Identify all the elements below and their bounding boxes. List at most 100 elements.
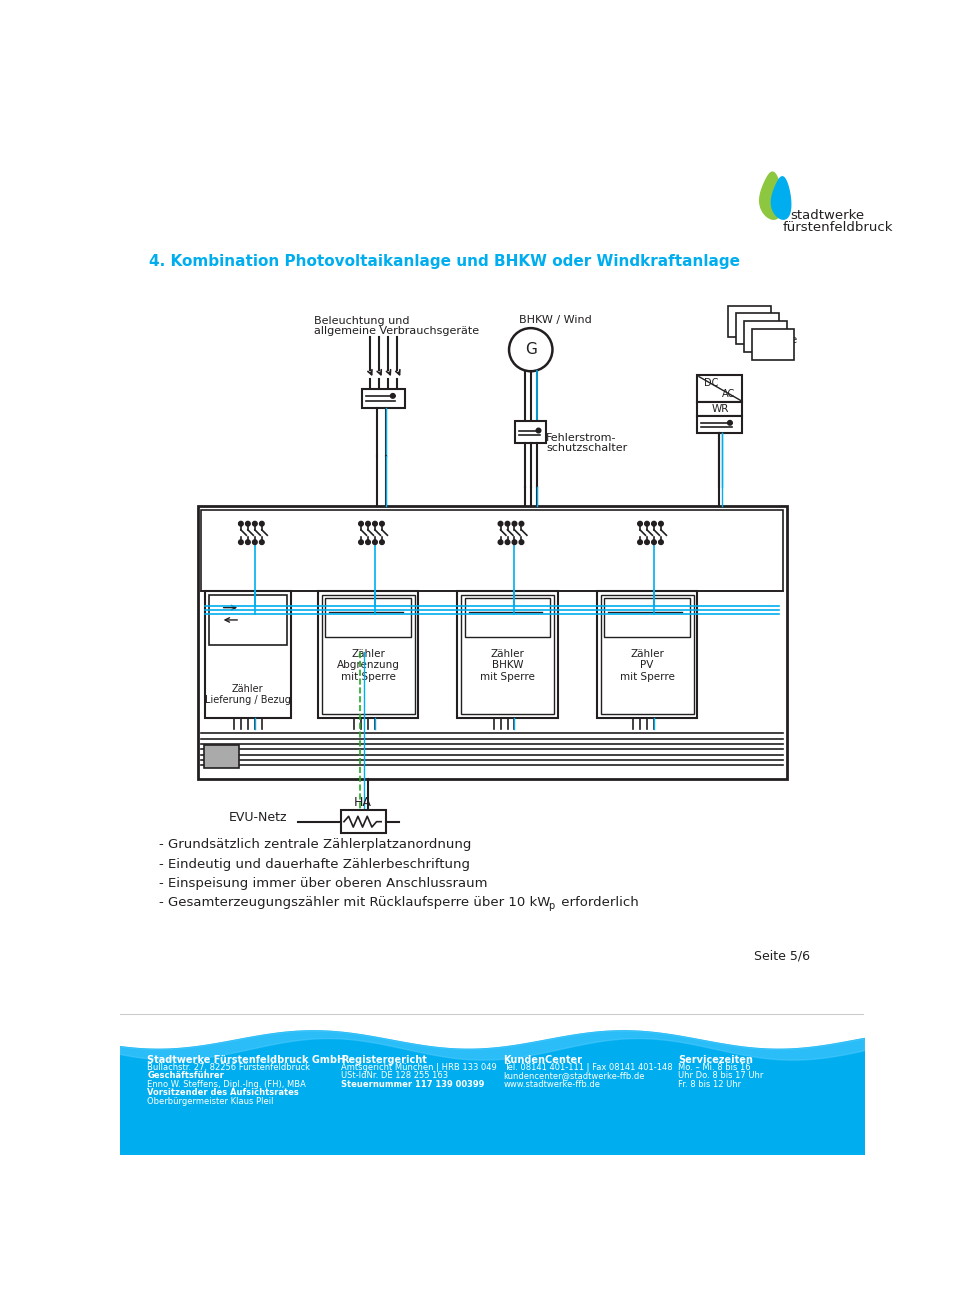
Bar [322,594,415,713]
Text: schutzschalter: schutzschalter [546,444,628,453]
Text: - Einspeisung immer über oberen Anschlussraum: - Einspeisung immer über oberen Anschlus… [158,877,488,890]
Text: Zähler
BHKW
mit Sperre: Zähler BHKW mit Sperre [480,648,535,682]
Circle shape [246,521,251,527]
Bar [205,590,291,717]
Bar [744,322,786,351]
Text: Fehlerstrom-: Fehlerstrom- [546,433,616,444]
Text: DC: DC [704,377,718,388]
Text: KundenCenter: KundenCenter [504,1054,583,1065]
Bar [341,811,386,833]
Text: www.stadtwerke-ffb.de: www.stadtwerke-ffb.de [504,1079,601,1088]
Bar [729,306,771,337]
Text: - Grundsätzlich zentrale Zählerplatzanordnung: - Grundsätzlich zentrale Zählerplatzanor… [158,838,471,851]
Circle shape [519,540,524,545]
Text: G: G [525,342,537,357]
Circle shape [246,540,251,545]
Text: Beleuchtung und: Beleuchtung und [314,316,409,326]
Circle shape [637,521,642,527]
Text: Zähler
Abgrenzung
mit Sperre: Zähler Abgrenzung mit Sperre [337,648,399,682]
Text: fürstenfeldbruck: fürstenfeldbruck [782,220,893,233]
Text: Oberbürgermeister Klaus Pleil: Oberbürgermeister Klaus Pleil [147,1096,274,1105]
Circle shape [372,521,377,527]
Text: BHKW / Wind: BHKW / Wind [519,315,592,324]
Text: AC: AC [722,389,735,399]
Text: Enno W. Steffens, Dipl.-Ing. (FH), MBA: Enno W. Steffens, Dipl.-Ing. (FH), MBA [147,1079,306,1088]
Text: Zähler
Lieferung / Bezug: Zähler Lieferung / Bezug [204,684,291,706]
Bar [461,594,554,713]
Circle shape [379,540,384,545]
Circle shape [512,540,516,545]
Text: 4. Kombination Photovoltaikanlage und BHKW oder Windkraftanlage: 4. Kombination Photovoltaikanlage und BH… [150,254,740,270]
Text: Vorsitzender des Aufsichtsrates: Vorsitzender des Aufsichtsrates [147,1088,299,1097]
Text: Fr. 8 bis 12 Uhr: Fr. 8 bis 12 Uhr [678,1079,741,1088]
Text: EVU-Netz: EVU-Netz [228,812,287,825]
Bar [205,514,779,523]
Circle shape [659,521,663,527]
Text: Stadtwerke Fürstenfeldbruck GmbH: Stadtwerke Fürstenfeldbruck GmbH [147,1054,346,1065]
Circle shape [372,540,377,545]
Bar [752,329,794,359]
Circle shape [498,540,503,545]
Text: Servicezeiten: Servicezeiten [678,1054,753,1065]
Circle shape [259,521,264,527]
Bar [318,590,419,717]
Circle shape [252,540,257,545]
Circle shape [239,521,243,527]
Circle shape [659,540,663,545]
Bar [202,510,782,590]
Bar [198,506,786,779]
Text: PV-Anlage: PV-Anlage [742,336,799,345]
Text: Mo. – Mi. 8 bis 16: Mo. – Mi. 8 bis 16 [678,1062,751,1071]
Bar [697,375,742,402]
Text: Registergericht: Registergericht [341,1054,427,1065]
Text: Bullachstr. 27, 82256 Fürstenfeldbruck: Bullachstr. 27, 82256 Fürstenfeldbruck [147,1062,310,1071]
Text: Tel. 08141 401-111 | Fax 08141 401-148: Tel. 08141 401-111 | Fax 08141 401-148 [504,1062,672,1071]
Polygon shape [759,173,782,219]
Circle shape [505,521,510,527]
Bar [204,744,239,768]
Circle shape [652,540,657,545]
Circle shape [645,521,649,527]
Circle shape [366,521,371,527]
Bar [697,416,742,433]
Circle shape [259,540,264,545]
Circle shape [239,540,243,545]
Circle shape [359,521,363,527]
Text: stadtwerke: stadtwerke [790,209,865,222]
Bar [596,590,697,717]
Bar [601,594,693,713]
Bar [465,598,550,637]
Circle shape [728,420,732,425]
Text: Steuernummer 117 139 00399: Steuernummer 117 139 00399 [341,1079,484,1088]
Text: - Eindeutig und dauerhafte Zählerbeschriftung: - Eindeutig und dauerhafte Zählerbeschri… [158,857,469,870]
Bar [736,314,779,344]
Bar [605,598,689,637]
Circle shape [509,328,552,371]
Polygon shape [772,176,791,219]
Circle shape [379,521,384,527]
Text: Seite 5/6: Seite 5/6 [754,949,809,962]
Bar [362,389,405,409]
Text: allgemeine Verbrauchsgeräte: allgemeine Verbrauchsgeräte [314,327,479,336]
Text: USt-IdNr. DE 128 255 163: USt-IdNr. DE 128 255 163 [341,1071,448,1080]
Circle shape [512,521,516,527]
Text: Geschäftsführer: Geschäftsführer [147,1071,224,1080]
Circle shape [359,540,363,545]
Circle shape [366,540,371,545]
Text: erforderlich: erforderlich [557,896,638,909]
Circle shape [652,521,657,527]
Bar [516,422,546,442]
Text: Uhr Do. 8 bis 17 Uhr: Uhr Do. 8 bis 17 Uhr [678,1071,763,1080]
Text: p: p [548,901,554,912]
Bar [209,594,287,645]
Circle shape [498,521,503,527]
Bar [457,590,558,717]
Text: HA: HA [353,796,372,809]
Circle shape [519,521,524,527]
Bar [697,402,742,416]
Circle shape [391,393,396,398]
Text: Zähler
PV
mit Sperre: Zähler PV mit Sperre [619,648,675,682]
Text: WR: WR [711,403,729,414]
Circle shape [645,540,649,545]
Circle shape [537,428,540,433]
